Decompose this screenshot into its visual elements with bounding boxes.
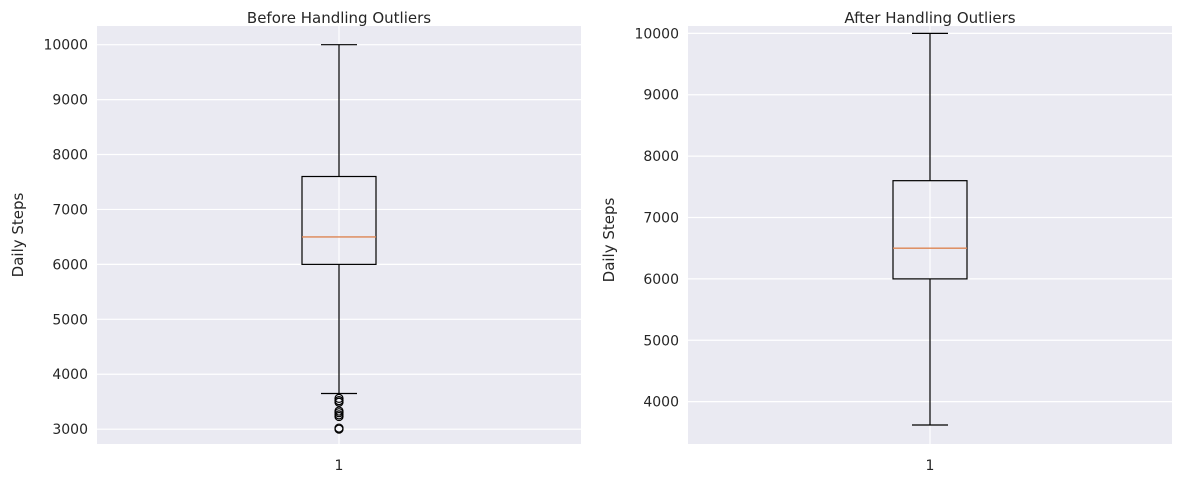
left-x-tick-label: 1 <box>335 458 344 474</box>
right-chart-title: After Handling Outliers <box>844 9 1015 27</box>
left-boxplot <box>301 44 377 434</box>
left-y-tick-label: 3000 <box>52 422 88 438</box>
right-y-ticks: 4000 5000 6000 7000 8000 9000 10000 <box>634 26 679 410</box>
left-y-tick-label: 6000 <box>52 257 88 273</box>
right-boxplot <box>892 32 968 426</box>
left-y-ticks: 3000 4000 5000 6000 7000 8000 9000 10000 <box>43 38 88 438</box>
right-y-tick-label: 9000 <box>643 88 679 104</box>
right-subplot: 4000 5000 6000 7000 8000 9000 10000 1 After Ha… <box>600 9 1172 474</box>
left-y-tick-label: 5000 <box>52 312 88 328</box>
left-y-axis-label: Daily Steps <box>9 192 27 277</box>
left-outlier-point <box>334 423 344 433</box>
left-subplot: 3000 4000 5000 6000 7000 8000 9000 10000 1 Befo… <box>9 9 581 474</box>
left-y-tick-label: 10000 <box>43 38 88 54</box>
left-x-ticks: 1 <box>335 458 344 474</box>
left-y-tick-label: 4000 <box>52 367 88 383</box>
left-y-tick-label: 9000 <box>52 93 88 109</box>
right-y-tick-label: 10000 <box>634 26 679 42</box>
right-y-tick-label: 4000 <box>643 395 679 411</box>
right-y-axis-label: Daily Steps <box>600 197 618 282</box>
left-y-tick-label: 8000 <box>52 148 88 164</box>
left-chart-title: Before Handling Outliers <box>247 9 431 27</box>
right-y-tick-label: 6000 <box>643 272 679 288</box>
left-y-tick-label: 7000 <box>52 202 88 218</box>
right-x-tick-label: 1 <box>926 458 935 474</box>
left-outlier-point <box>334 406 344 416</box>
left-outlier-point <box>334 393 344 404</box>
left-iqr-box <box>301 175 377 265</box>
right-iqr-box <box>892 180 968 280</box>
right-y-tick-label: 5000 <box>643 333 679 349</box>
right-y-tick-label: 8000 <box>643 149 679 165</box>
right-y-tick-label: 7000 <box>643 211 679 227</box>
right-x-ticks: 1 <box>926 458 935 474</box>
